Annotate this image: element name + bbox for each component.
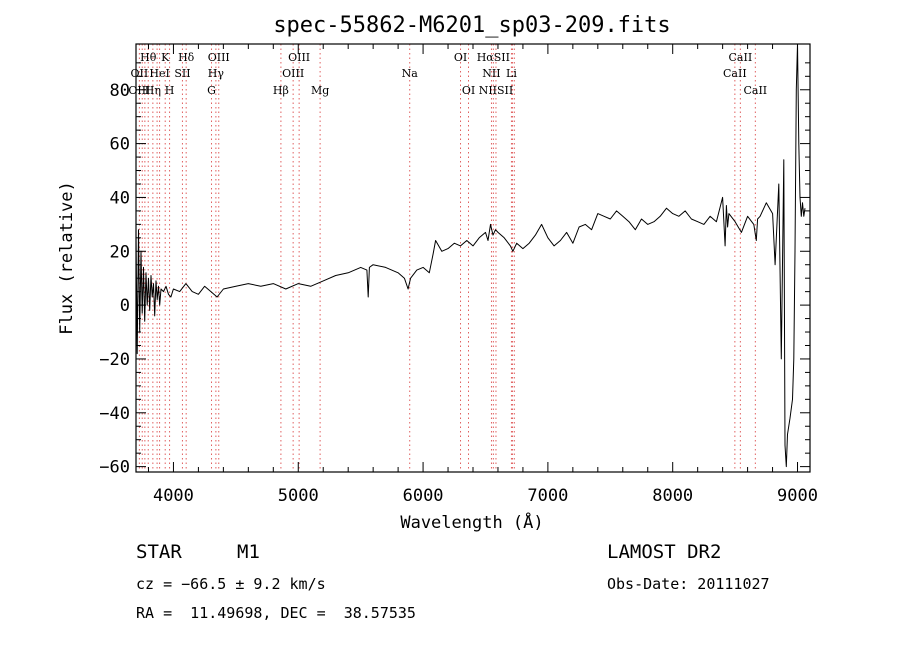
x-axis-label: Wavelength (Å) — [400, 511, 543, 533]
spectral-line-label: CaII — [743, 84, 767, 97]
spectral-line-label: OIII — [288, 51, 310, 64]
spectral-line-label: Hβ — [273, 84, 289, 97]
spectral-line-label: CaII — [729, 51, 753, 64]
y-tick-label: −60 — [99, 458, 130, 478]
y-tick-label: 40 — [110, 188, 130, 208]
y-tick-label: 20 — [110, 242, 130, 262]
spectral-line-label: CaII — [723, 67, 747, 80]
x-axis-ticks: 4000 5000 6000 7000 8000 9000 — [147, 44, 818, 506]
x-tick-label: 7000 — [527, 486, 568, 506]
survey-name: LAMOST DR2 — [607, 541, 722, 563]
spectral-line-label: OIII — [282, 67, 304, 80]
spectrum-line — [135, 43, 806, 468]
x-tick-label: 4000 — [153, 486, 194, 506]
spectral-line-label: Hγ — [208, 67, 225, 80]
observation-date: Obs-Date: 20111027 — [607, 575, 770, 593]
spectral-line-label: Hδ — [178, 51, 195, 64]
y-tick-label: 80 — [110, 81, 130, 101]
coordinates: RA = 11.49698, DEC = 38.57535 — [136, 604, 416, 622]
y-axis-label: Flux (relative) — [57, 181, 77, 335]
spectral-line-label: K — [161, 51, 170, 64]
x-tick-label: 5000 — [278, 486, 319, 506]
spectral-line-label: H — [165, 84, 175, 97]
chart-title: spec-55862-M6201_sp03-209.fits — [273, 13, 670, 38]
spectral-line-label: NII — [482, 67, 500, 80]
spectral-line-label: NIISII — [479, 84, 514, 97]
spectrum-series — [135, 43, 806, 468]
spectral-line-markers — [138, 44, 756, 472]
spectral-line-label: OI — [462, 84, 475, 97]
y-tick-label: −20 — [99, 350, 130, 370]
spectral-line-labels: Hθ K Hδ OIII OIII OI HαSII CaII OII HeI SII Hγ OIII N… — [128, 51, 767, 97]
x-tick-label: 9000 — [777, 486, 818, 506]
object-class: STAR — [136, 541, 182, 563]
spectral-line-label: Na — [402, 67, 419, 80]
spectral-line-label: Mg — [311, 84, 329, 97]
spectral-line-label: G — [207, 84, 216, 97]
y-tick-label: 60 — [110, 135, 130, 155]
spectral-line-label: OIII — [208, 51, 230, 64]
redshift-velocity: cz = −66.5 ± 9.2 km/s — [136, 575, 326, 593]
spectral-line-label: OIII — [128, 84, 150, 97]
spectral-line-label: SII — [174, 67, 190, 80]
y-tick-label: −40 — [99, 404, 130, 424]
plot-frame — [135, 43, 811, 473]
spectral-line-label: OII — [131, 67, 149, 80]
x-tick-label: 6000 — [403, 486, 444, 506]
y-tick-label: 0 — [120, 296, 130, 316]
spectral-line-label: Li — [506, 67, 517, 80]
spectral-line-label: Hθ — [140, 51, 157, 64]
spectral-line-label: HαSII — [477, 51, 510, 64]
spectral-line-label: HeI — [149, 67, 169, 80]
y-axis-ticks: −60 −40 −20 0 20 40 60 80 — [99, 62, 810, 478]
x-tick-label: 8000 — [652, 486, 693, 506]
object-subclass: M1 — [237, 541, 260, 563]
spectral-line-label: OI — [454, 51, 467, 64]
spectral-line-label: Hη — [145, 84, 161, 97]
